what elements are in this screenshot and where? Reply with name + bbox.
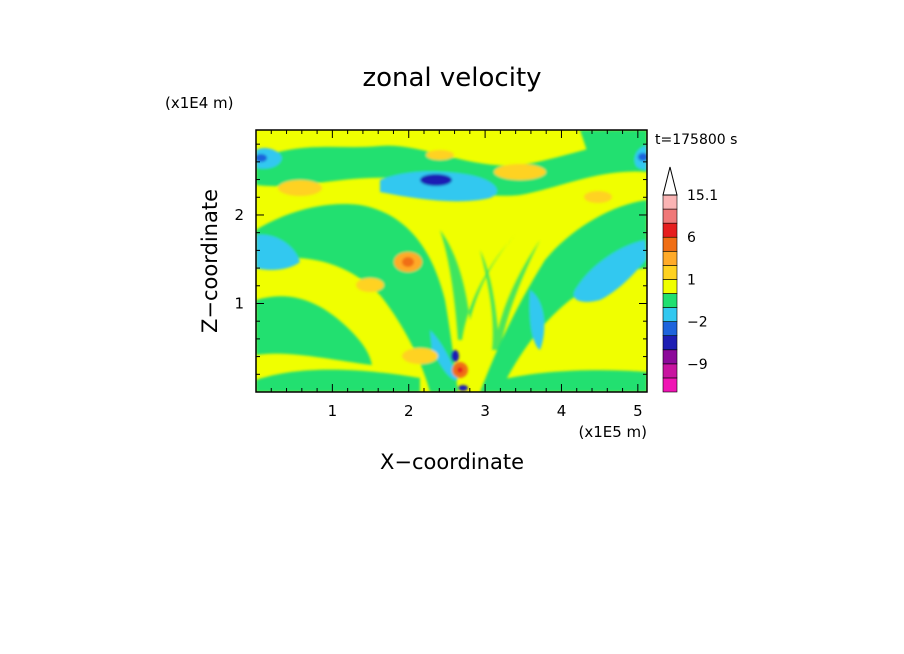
- contour-core-orange: [402, 348, 438, 364]
- contour-band-cyan: [380, 171, 498, 202]
- x-tick-label: 5: [633, 402, 643, 420]
- time-label: t=175800 s: [655, 132, 737, 148]
- contour-core-blue: [256, 154, 267, 162]
- contour-band-green: [256, 139, 647, 196]
- contour-core-orange: [426, 150, 454, 160]
- colorbar-swatch: [662, 279, 678, 294]
- colorbar-swatch: [662, 293, 678, 308]
- axes: 1 2 3 4 5 1 2: [234, 130, 647, 420]
- contour-band-cyan: [573, 240, 647, 302]
- contour-core-blue: [638, 153, 647, 161]
- contour-band-green: [256, 369, 420, 392]
- colorbar: 15.1 6 1 −2 −9: [662, 166, 718, 393]
- colorbar-swatch: [662, 307, 678, 322]
- y-tick-label: 2: [234, 206, 244, 224]
- contour-core-blue: [458, 385, 468, 391]
- contour-band-cyan: [529, 290, 545, 350]
- colorbar-swatch: [662, 321, 678, 337]
- contour-core-blue: [420, 174, 452, 186]
- colorbar-tick-label: −2: [687, 315, 708, 331]
- colorbar-swatch: [662, 265, 678, 280]
- contour-core-orange: [584, 191, 612, 203]
- y-axis-label: Z−coordinate: [198, 189, 222, 333]
- contour-core-orange: [278, 180, 322, 196]
- contour-band-cyan: [256, 234, 300, 270]
- colorbar-tick-label: 15.1: [687, 188, 718, 204]
- contour-band-green: [480, 240, 540, 350]
- contour-band-green: [500, 370, 647, 392]
- colorbar-swatch: [662, 208, 678, 224]
- contour-core-blue: [451, 350, 459, 362]
- x-axis-label: X−coordinate: [380, 450, 524, 474]
- contour-core-orange: [402, 257, 414, 267]
- contour-core-orange: [494, 164, 546, 180]
- colorbar-tick-label: −9: [687, 357, 708, 373]
- colorbar-tick-label: 1: [687, 272, 696, 288]
- x-tick-label: 4: [557, 402, 567, 420]
- contour-band-green: [256, 296, 372, 365]
- contour-field: [256, 130, 647, 392]
- contour-core-orange: [356, 278, 384, 292]
- colorbar-swatch: [662, 222, 678, 238]
- y-tick-label: 1: [234, 294, 244, 312]
- contour-band-green: [480, 200, 647, 392]
- colorbar-swatch: [662, 335, 678, 351]
- chart-title: zonal velocity: [362, 63, 541, 93]
- plot-frame: [255, 129, 648, 393]
- colorbar-swatch: [662, 363, 678, 379]
- contour-core-red: [457, 367, 463, 373]
- colorbar-swatch: [662, 349, 678, 365]
- colorbar-swatch: [662, 250, 678, 266]
- colorbar-extend-arrow: [662, 166, 678, 196]
- y-scale-label: (x1E4 m): [165, 94, 234, 112]
- colorbar-swatch: [662, 377, 678, 393]
- colorbar-swatch: [662, 194, 678, 210]
- colorbar-tick-label: 6: [687, 230, 696, 246]
- x-tick-label: 2: [404, 402, 414, 420]
- x-tick-label: 3: [480, 402, 490, 420]
- contour-band-green: [440, 230, 520, 340]
- contour-band-green: [580, 130, 647, 162]
- x-tick-label: 1: [328, 402, 338, 420]
- contour-band-cyan: [256, 147, 282, 169]
- colorbar-swatch: [662, 236, 678, 252]
- contour-band-green: [256, 204, 458, 392]
- contour-band-cyan: [430, 330, 458, 381]
- x-scale-label: (x1E5 m): [578, 423, 647, 441]
